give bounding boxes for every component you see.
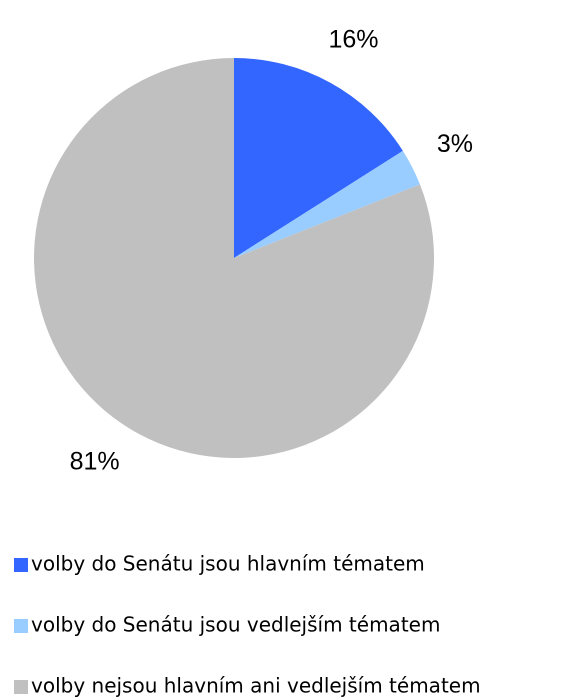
legend-label: volby do Senátu jsou vedlejším tématem (31, 613, 440, 637)
legend-swatch (14, 619, 28, 633)
legend-swatch (14, 680, 28, 694)
pie-slice (234, 58, 403, 258)
data-label: 16% (328, 25, 378, 53)
pie-slice (234, 150, 420, 258)
pie-slice (33, 58, 434, 459)
data-label: 81% (70, 448, 120, 476)
legend-swatch (14, 558, 28, 572)
data-label: 3% (437, 130, 473, 158)
legend-label: volby nejsou hlavním ani vedlejším témat… (31, 674, 481, 697)
legend-label: volby do Senátu jsou hlavním tématem (31, 552, 425, 576)
